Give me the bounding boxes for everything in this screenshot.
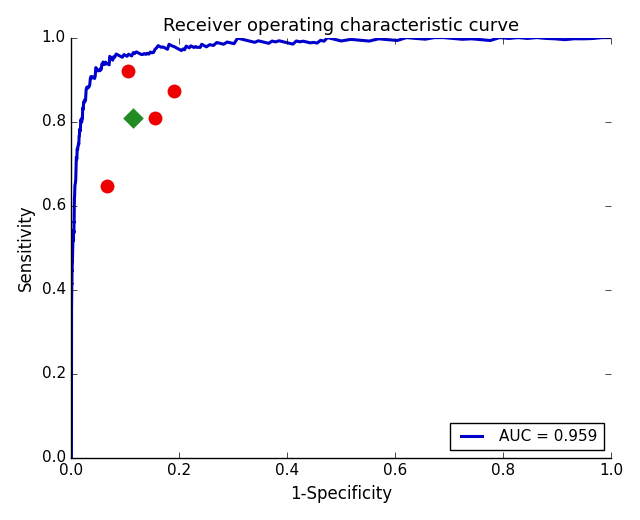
Line: AUC = 0.959: AUC = 0.959 — [72, 37, 611, 458]
AUC = 0.959 — [607, 34, 615, 41]
Point — [169, 87, 179, 96]
AUC = 0.959 — [68, 258, 76, 264]
AUC = 0.959 — [167, 42, 175, 48]
AUC = 0.959 — [84, 84, 92, 90]
Y-axis label: Sensitivity: Sensitivity — [17, 204, 35, 291]
AUC = 0.959 — [265, 40, 273, 46]
AUC = 0.959 — [324, 34, 332, 41]
Point — [129, 114, 139, 122]
AUC = 0.959 — [168, 43, 176, 49]
Legend: AUC = 0.959: AUC = 0.959 — [451, 423, 604, 450]
X-axis label: 1-Specificity: 1-Specificity — [291, 485, 392, 503]
AUC = 0.959 — [68, 454, 76, 461]
Title: Receiver operating characteristic curve: Receiver operating characteristic curve — [163, 17, 520, 35]
Point — [123, 67, 133, 75]
AUC = 0.959 — [147, 49, 154, 55]
Point — [150, 114, 160, 122]
Point — [101, 181, 111, 190]
